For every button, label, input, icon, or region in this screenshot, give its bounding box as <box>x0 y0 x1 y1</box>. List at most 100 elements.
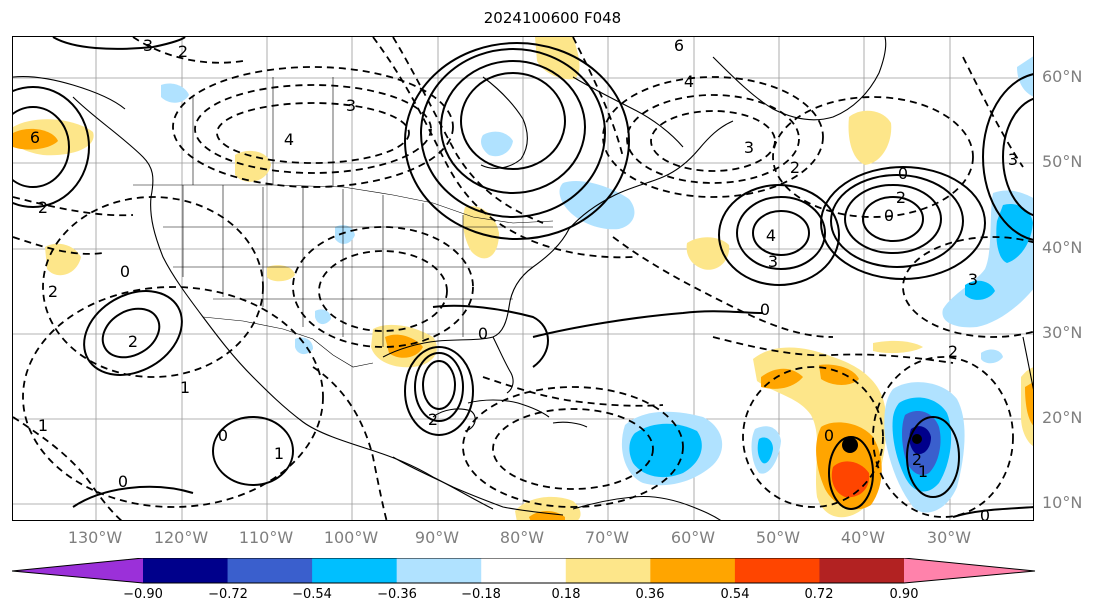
shade-pos-hurricane-mid <box>761 368 803 389</box>
contour-labels: 3 2 6 4 4 3 3 2 0 0 2 4 3 3 0 2 2 1 1 0 … <box>30 37 1018 521</box>
contour-dash-5 <box>626 94 800 184</box>
contour-dash-26 <box>962 56 1024 168</box>
colorbar-segment <box>734 558 820 583</box>
lon-label-130: 130°W <box>67 528 123 547</box>
contour-dash-9 <box>42 196 264 378</box>
contour-solid-atl-2 <box>736 196 826 270</box>
shade-pos-east-edge-core <box>1025 382 1033 426</box>
coast-pacific-nw <box>72 96 494 510</box>
lon-label-110: 110°W <box>238 528 294 547</box>
contour-label: 4 <box>684 72 694 91</box>
colorbar-tick-label: 0.18 <box>551 587 581 602</box>
colorbar-extend-low <box>12 558 143 583</box>
colorbar-extend-high <box>904 558 1035 583</box>
contour-solid-atl-3 <box>718 184 840 286</box>
contour-label: 0 <box>980 506 990 521</box>
contour-solid-atl-ridge <box>532 310 764 338</box>
colorbar-segment <box>481 558 567 583</box>
lon-label-30: 30°W <box>926 528 972 547</box>
lat-label-40: 40°N <box>1042 238 1083 257</box>
contour-solid-alaska-2 <box>13 86 90 208</box>
contour-solid-lower-right <box>952 506 1033 518</box>
colorbar-tick-label: −0.72 <box>208 587 248 602</box>
contour-dash-27 <box>13 416 123 520</box>
contour-label: 2 <box>948 342 958 361</box>
contour-label: 1 <box>180 378 190 397</box>
contour-label: 1 <box>274 444 284 463</box>
colorbar-segment <box>650 558 736 583</box>
contour-label: 0 <box>120 262 130 281</box>
contour-label: 0 <box>898 164 908 183</box>
shade-pos-hurricane-mid2 <box>819 364 859 385</box>
contour-label: 6 <box>30 128 40 147</box>
contour-label: 4 <box>766 226 776 245</box>
contour-solid-pac-1 <box>101 307 161 359</box>
contour-solid-gulf-2 <box>414 352 464 422</box>
shade-neg-colorado <box>315 309 331 325</box>
contour-label: 0 <box>218 426 228 445</box>
contour-dash-2 <box>194 84 432 174</box>
contour-label: 2 <box>912 450 922 469</box>
colorbar-tick-label: −0.90 <box>123 587 163 602</box>
shaded-fields <box>13 37 1033 520</box>
coast-gulf <box>382 228 570 358</box>
coastlines <box>13 37 1033 520</box>
shade-pos-greatlakes <box>463 206 499 259</box>
contour-solid-alaska-1 <box>13 106 70 188</box>
contour-label: 3 <box>1008 150 1018 169</box>
lon-label-70: 70°W <box>584 528 630 547</box>
lon-label-50: 50°W <box>755 528 801 547</box>
contour-dash-14 <box>742 366 884 508</box>
lat-label-10: 10°N <box>1042 493 1083 512</box>
contour-solid-pac-3 <box>212 416 294 486</box>
contour-dash-24 <box>482 376 664 407</box>
borders <box>133 77 554 368</box>
lon-label-80: 80°W <box>499 528 545 547</box>
contour-label: 6 <box>674 37 684 55</box>
contour-solid-atl-7 <box>820 166 986 280</box>
colorbar-segment <box>565 558 651 583</box>
coast-yucatan <box>432 408 476 432</box>
contour-label: 3 <box>346 96 356 115</box>
contour-dash-15 <box>872 356 1014 518</box>
contour-solid-atl-4 <box>862 196 924 242</box>
coast-hudson <box>480 76 528 169</box>
map-svg: 3 2 6 4 4 3 3 2 0 0 2 4 3 3 0 2 2 1 1 0 … <box>13 37 1033 521</box>
contours-dashed <box>13 37 1033 520</box>
contour-dash-28 <box>132 37 244 64</box>
colorbar-tick-label: −0.36 <box>377 587 417 602</box>
coast-west-africa <box>1022 336 1033 390</box>
contour-solid-atl-5 <box>844 184 942 254</box>
shade-pos-westcoast <box>45 243 81 276</box>
colorbar-segment <box>227 558 313 583</box>
colorbar-tick-label: 0.54 <box>720 587 750 602</box>
shade-neg-canada <box>481 131 513 157</box>
contour-label: 2 <box>790 158 800 177</box>
border-us-canada <box>133 184 554 224</box>
coast-hispaniola <box>552 421 588 428</box>
colorbar-tick-label: 0.72 <box>804 587 834 602</box>
shade-pos-caribbean <box>515 496 581 520</box>
contour-solid-gulf-3 <box>404 346 474 436</box>
contour-label: 2 <box>38 198 48 217</box>
storm-center-marker <box>842 437 858 453</box>
contour-label: 3 <box>768 252 778 271</box>
coast-alaska <box>13 75 126 110</box>
contour-solid-gulf-1 <box>422 360 456 410</box>
contour-dash-20 <box>612 236 834 338</box>
shade-neg-bc <box>161 83 189 103</box>
coast-florida <box>492 336 514 394</box>
contour-label: 2 <box>896 188 906 207</box>
contour-dash-13 <box>772 96 974 218</box>
contour-solid-eatl <box>906 416 960 498</box>
shade-neg-midatl2 <box>981 349 1003 364</box>
lon-label-120: 120°W <box>153 528 209 547</box>
shade-pos-caribbean-core <box>529 511 565 520</box>
colorbar <box>12 558 1036 584</box>
lat-label-30: 30°N <box>1042 323 1083 342</box>
map-panel: 3 2 6 4 4 3 3 2 0 0 2 4 3 3 0 2 2 1 1 0 … <box>12 36 1034 521</box>
contour-solid-2 <box>432 304 549 368</box>
contour-dash-10 <box>22 286 324 508</box>
contour-label: 3 <box>744 138 754 157</box>
border-us-mexico <box>202 316 374 368</box>
